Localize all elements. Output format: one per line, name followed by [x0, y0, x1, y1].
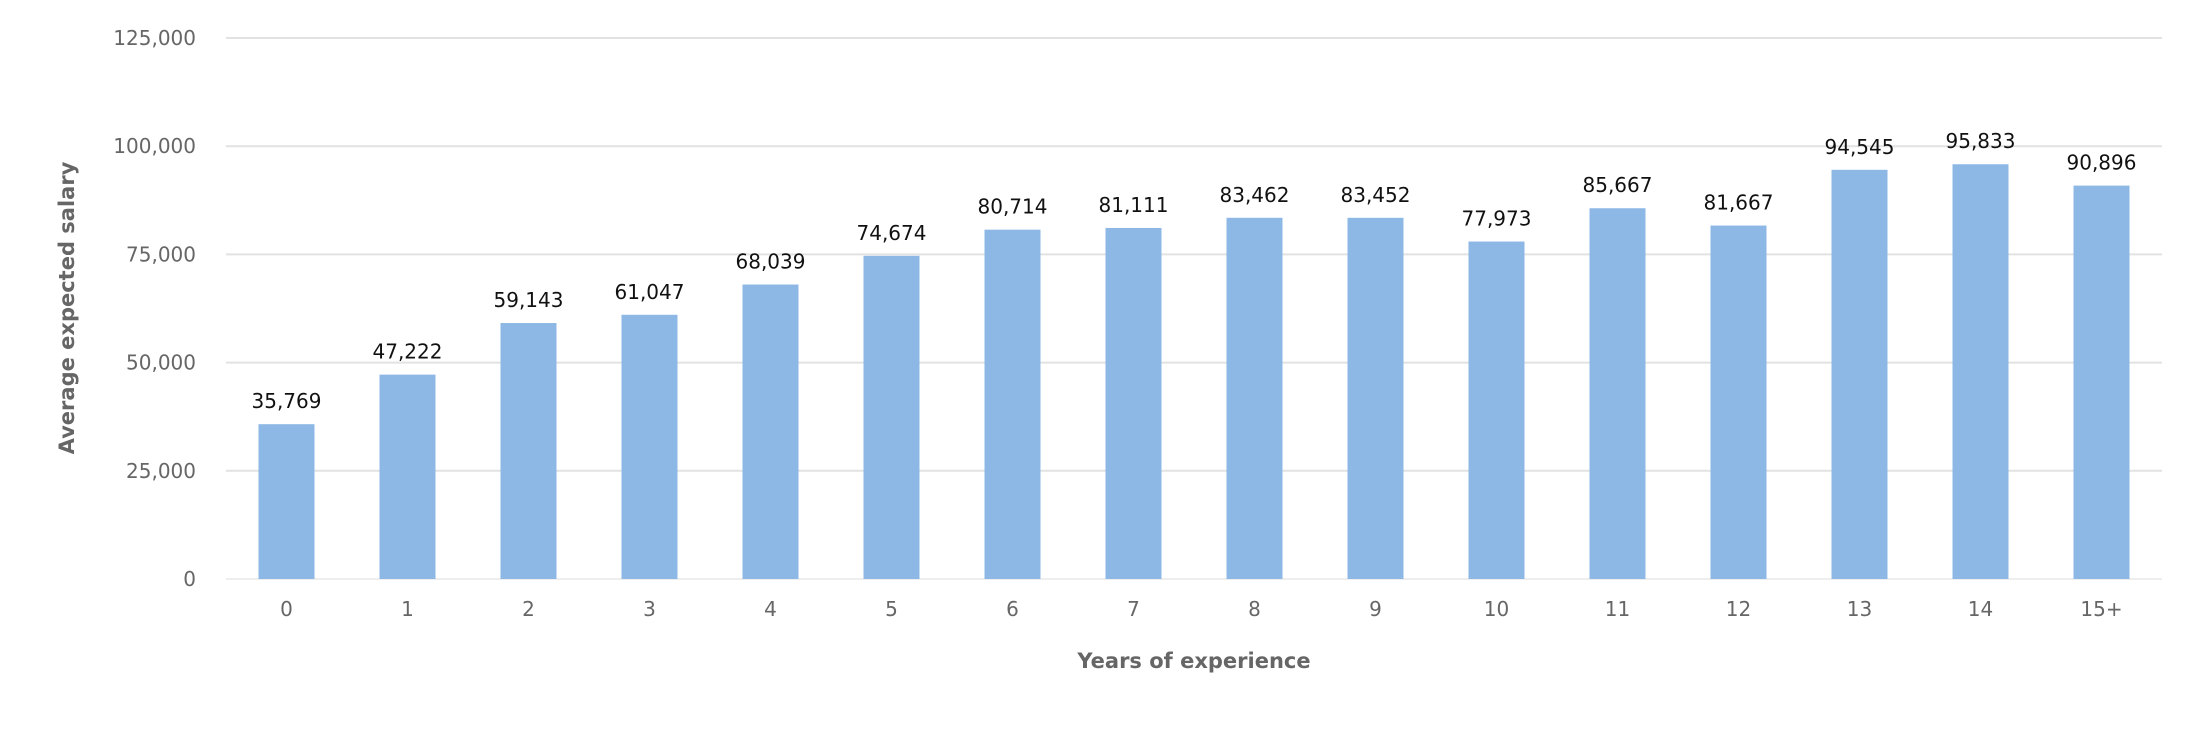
data-label: 83,452 [1341, 183, 1411, 207]
data-label: 77,973 [1462, 207, 1532, 231]
bar [379, 374, 436, 579]
bar [1105, 227, 1162, 579]
x-tick-label: 14 [1968, 597, 1993, 621]
x-tick-label: 7 [1127, 597, 1140, 621]
data-label: 85,667 [1583, 173, 1653, 197]
y-tick-label: 50,000 [126, 351, 196, 375]
x-tick-label: 9 [1369, 597, 1382, 621]
data-label: 81,667 [1704, 191, 1774, 215]
x-tick-label: 8 [1248, 597, 1261, 621]
x-tick-label: 4 [764, 597, 777, 621]
bar [1952, 164, 2009, 579]
data-label: 94,545 [1825, 135, 1895, 159]
bar [2073, 185, 2130, 579]
bar [1710, 225, 1767, 579]
bar [742, 284, 799, 579]
data-label: 61,047 [615, 280, 685, 304]
data-label: 90,896 [2067, 151, 2137, 175]
data-label: 68,039 [736, 250, 806, 274]
data-label: 81,111 [1099, 193, 1169, 217]
x-tick-label: 5 [885, 597, 898, 621]
bar [863, 255, 920, 580]
x-tick-label: 15+ [2080, 597, 2122, 621]
x-tick-label: 11 [1605, 597, 1630, 621]
x-tick-label: 10 [1484, 597, 1509, 621]
y-tick-label: 100,000 [113, 134, 196, 158]
x-tick-label: 0 [280, 597, 293, 621]
bar [1347, 217, 1404, 579]
bar [1589, 208, 1646, 580]
data-label: 83,462 [1220, 183, 1290, 207]
x-tick-label: 13 [1847, 597, 1872, 621]
data-label: 74,674 [857, 221, 927, 245]
bar [258, 424, 315, 579]
data-label: 95,833 [1946, 129, 2016, 153]
y-tick-label: 0 [183, 567, 196, 591]
y-tick-label: 25,000 [126, 459, 196, 483]
bar [621, 314, 678, 579]
x-tick-label: 6 [1006, 597, 1019, 621]
bar [1831, 169, 1888, 579]
x-tick-label: 3 [643, 597, 656, 621]
y-tick-label: 75,000 [126, 242, 196, 266]
y-tick-label: 125,000 [113, 26, 196, 50]
x-tick-label: 1 [401, 597, 414, 621]
bar [1468, 241, 1525, 580]
bar [984, 229, 1041, 580]
x-tick-label: 12 [1726, 597, 1751, 621]
x-tick-label: 2 [522, 597, 535, 621]
data-label: 35,769 [252, 389, 322, 413]
y-axis-title: Average expected salary [55, 161, 79, 454]
data-label: 59,143 [494, 288, 564, 312]
bar [500, 323, 557, 579]
data-label: 47,222 [373, 340, 443, 364]
data-label: 80,714 [978, 195, 1048, 219]
x-axis-title: Years of experience [1076, 649, 1310, 673]
bar [1226, 217, 1283, 579]
